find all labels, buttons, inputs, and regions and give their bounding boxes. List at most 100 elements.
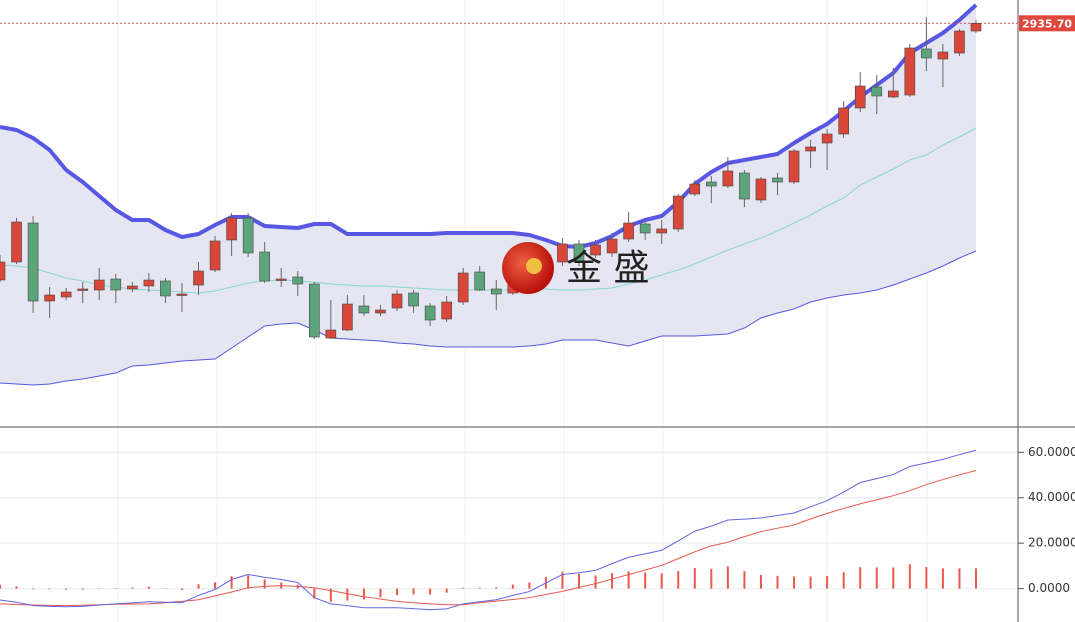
- candle-body: [424, 305, 436, 321]
- candle-body: [788, 150, 800, 183]
- candle-body: [821, 133, 833, 144]
- macd-hist-bar: [826, 575, 829, 589]
- candle-body: [127, 285, 138, 290]
- macd-hist-bar: [611, 573, 614, 589]
- candle-body: [193, 270, 204, 286]
- macd-hist-bar: [958, 568, 961, 589]
- candle-body: [391, 293, 403, 309]
- macd-hist-bar: [379, 588, 382, 598]
- candle-body: [342, 303, 353, 331]
- candle-body: [44, 294, 55, 302]
- macd-hist-bar: [677, 570, 680, 589]
- candle-body: [871, 86, 883, 97]
- macd-hist-bar: [396, 588, 399, 595]
- macd-hist-bar: [842, 572, 845, 589]
- macd-hist-bar: [313, 588, 316, 599]
- candle-body: [375, 309, 386, 314]
- candle-body: [27, 222, 39, 302]
- macd-hist-bar: [98, 588, 101, 590]
- macd-hist-bar: [875, 567, 878, 589]
- candle-body: [408, 292, 419, 307]
- candle-body: [590, 244, 601, 256]
- logo-dot: [526, 258, 542, 274]
- macd-hist-bar: [247, 575, 250, 589]
- candle-body: [160, 280, 171, 297]
- candle-body: [887, 90, 899, 98]
- candle-body: [11, 221, 22, 263]
- macd-hist-bar: [0, 584, 1, 589]
- macd-hist-bar: [263, 579, 266, 589]
- macd-hist-bar: [975, 568, 977, 589]
- macd-hist-bar: [925, 567, 928, 589]
- macd-hist-bar: [164, 588, 167, 589]
- macd-hist-bar: [114, 588, 117, 589]
- macd-hist-bar: [594, 575, 597, 589]
- upper-band: [0, 3, 978, 249]
- candle-body: [954, 30, 965, 54]
- candle-body: [490, 288, 502, 295]
- candle-body: [0, 261, 6, 281]
- candle-body: [209, 240, 221, 271]
- macd-hist-bar: [743, 571, 746, 589]
- macd-hist-bar: [329, 588, 332, 602]
- macd-hist-bar: [561, 571, 564, 589]
- candle-body: [259, 251, 270, 282]
- macd-hist-bar: [726, 566, 729, 589]
- y-tick-label: 0.0000: [1028, 581, 1070, 595]
- candle-body: [441, 301, 452, 320]
- candle-body: [77, 288, 89, 291]
- macd-hist-bar: [214, 582, 217, 589]
- band-fill: [0, 5, 976, 385]
- candle-body: [755, 178, 767, 201]
- macd-hist-bar: [859, 567, 862, 589]
- macd-hist-bar: [892, 567, 895, 589]
- macd-hist-bar: [32, 588, 35, 590]
- macd-hist-bar: [776, 575, 779, 589]
- macd-hist-bar: [65, 588, 68, 590]
- candle-body: [358, 305, 370, 314]
- candle-body: [639, 223, 651, 234]
- macd-hist-bar: [180, 588, 183, 590]
- candle-body: [292, 276, 304, 285]
- macd-hist-bar: [81, 588, 84, 590]
- y-tick-label: 40.0000: [1028, 490, 1075, 504]
- y-tick-label: 20.0000: [1028, 536, 1075, 550]
- candle-body: [606, 238, 618, 254]
- macd-hist-bar: [478, 587, 481, 589]
- macd-hist-bar: [445, 588, 448, 593]
- macd-hist-bar: [362, 588, 365, 600]
- candle-body: [573, 243, 585, 263]
- candle-body: [921, 48, 932, 59]
- candle-body: [854, 85, 866, 109]
- macd-hist-bar: [429, 588, 432, 595]
- candle-body: [838, 107, 849, 135]
- macd-hist-bar: [759, 574, 762, 589]
- last-price-box: [1019, 15, 1075, 32]
- candle-body: [904, 47, 916, 96]
- macd-hist-bar: [809, 576, 812, 589]
- dea-line: [0, 469, 977, 607]
- macd-hist-bar: [627, 571, 630, 589]
- axis-labels: 2935.70 60.0000 40.0000 20.0000 0.0000: [1018, 15, 1075, 595]
- watermark: 金 盛: [502, 242, 649, 294]
- candle-body: [970, 22, 982, 32]
- candle-body: [706, 181, 717, 187]
- macd-hist-bar: [528, 582, 531, 589]
- macd-hist-bar: [908, 564, 911, 589]
- candle-body: [226, 217, 237, 241]
- candle-body: [93, 279, 105, 291]
- last-price-label: 2935.70: [1022, 17, 1072, 30]
- candle-body: [805, 146, 816, 152]
- macd-hist-bar: [511, 584, 514, 589]
- candle-body: [176, 293, 188, 296]
- watermark-text: 金 盛: [566, 248, 649, 289]
- macd-hist-bar: [412, 588, 415, 595]
- candle-body: [672, 195, 684, 230]
- candle-body: [275, 278, 287, 281]
- macd-hist-bar: [660, 573, 663, 589]
- macd-hist-bar: [577, 573, 580, 589]
- macd-hist-bar: [131, 587, 134, 589]
- macd-hist-bar: [48, 588, 51, 590]
- candle-body: [623, 222, 634, 240]
- candle-body: [457, 272, 469, 303]
